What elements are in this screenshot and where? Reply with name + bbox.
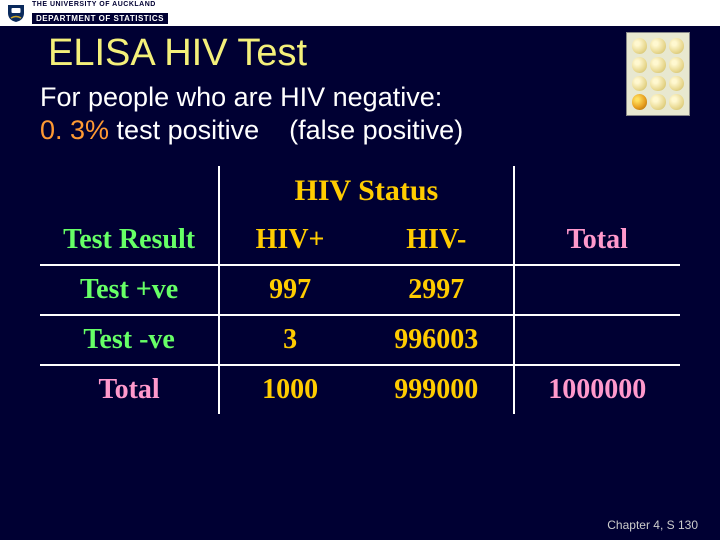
col-header-hiv-neg: HIV- — [360, 216, 514, 265]
blank-cell — [40, 166, 219, 216]
cell-value: 999000 — [360, 365, 514, 414]
table-super-header-row: HIV Status — [40, 166, 680, 216]
row-total-label: Total — [40, 365, 219, 414]
university-name: THE UNIVERSITY OF AUCKLAND — [32, 1, 168, 8]
cell-value — [514, 265, 680, 315]
cell-value: 996003 — [360, 315, 514, 365]
hiv-status-header: HIV Status — [219, 166, 513, 216]
table-total-row: Total 1000 999000 1000000 — [40, 365, 680, 414]
slide: THE UNIVERSITY OF AUCKLAND DEPARTMENT OF… — [0, 0, 720, 540]
dept-block: THE UNIVERSITY OF AUCKLAND DEPARTMENT OF… — [32, 1, 168, 26]
well-icon — [669, 76, 684, 92]
col-header-test-result: Test Result — [40, 216, 219, 265]
well-icon — [632, 76, 647, 92]
cell-value — [514, 315, 680, 365]
well-icon — [669, 57, 684, 73]
row-label: Test +ve — [40, 265, 219, 315]
well-icon — [650, 76, 665, 92]
data-table: HIV Status Test Result HIV+ HIV- Total T… — [40, 166, 680, 414]
well-icon — [650, 57, 665, 73]
contingency-table: HIV Status Test Result HIV+ HIV- Total T… — [0, 146, 720, 414]
department-name: DEPARTMENT OF STATISTICS — [32, 13, 168, 25]
well-icon — [669, 94, 684, 110]
well-icon — [632, 38, 647, 54]
cell-value: 1000000 — [514, 365, 680, 414]
page-title: ELISA HIV Test — [0, 26, 720, 79]
well-icon — [650, 38, 665, 54]
cell-value: 2997 — [360, 265, 514, 315]
slide-footer: Chapter 4, S 130 — [607, 518, 698, 532]
cell-value: 1000 — [219, 365, 360, 414]
table-row: Test +ve 997 2997 — [40, 265, 680, 315]
blank-cell — [514, 166, 680, 216]
cell-value: 997 — [219, 265, 360, 315]
elisa-wells — [632, 38, 684, 110]
crest-icon — [6, 3, 26, 23]
col-header-total: Total — [514, 216, 680, 265]
university-header: THE UNIVERSITY OF AUCKLAND DEPARTMENT OF… — [0, 0, 720, 26]
false-positive-label: (false positive) — [259, 115, 463, 145]
well-icon — [632, 94, 647, 110]
table-header-row: Test Result HIV+ HIV- Total — [40, 216, 680, 265]
false-positive-pct: 0. 3% — [40, 115, 109, 145]
elisa-plate-image — [626, 32, 690, 116]
table-row: Test -ve 3 996003 — [40, 315, 680, 365]
subtitle-mid: test positive — [109, 115, 259, 145]
subtitle-line2: 0. 3% test positive(false positive) — [0, 115, 720, 146]
well-icon — [632, 57, 647, 73]
col-header-hiv-pos: HIV+ — [219, 216, 360, 265]
well-icon — [669, 38, 684, 54]
subtitle-line1: For people who are HIV negative: — [0, 79, 720, 115]
row-label: Test -ve — [40, 315, 219, 365]
well-icon — [650, 94, 665, 110]
cell-value: 3 — [219, 315, 360, 365]
